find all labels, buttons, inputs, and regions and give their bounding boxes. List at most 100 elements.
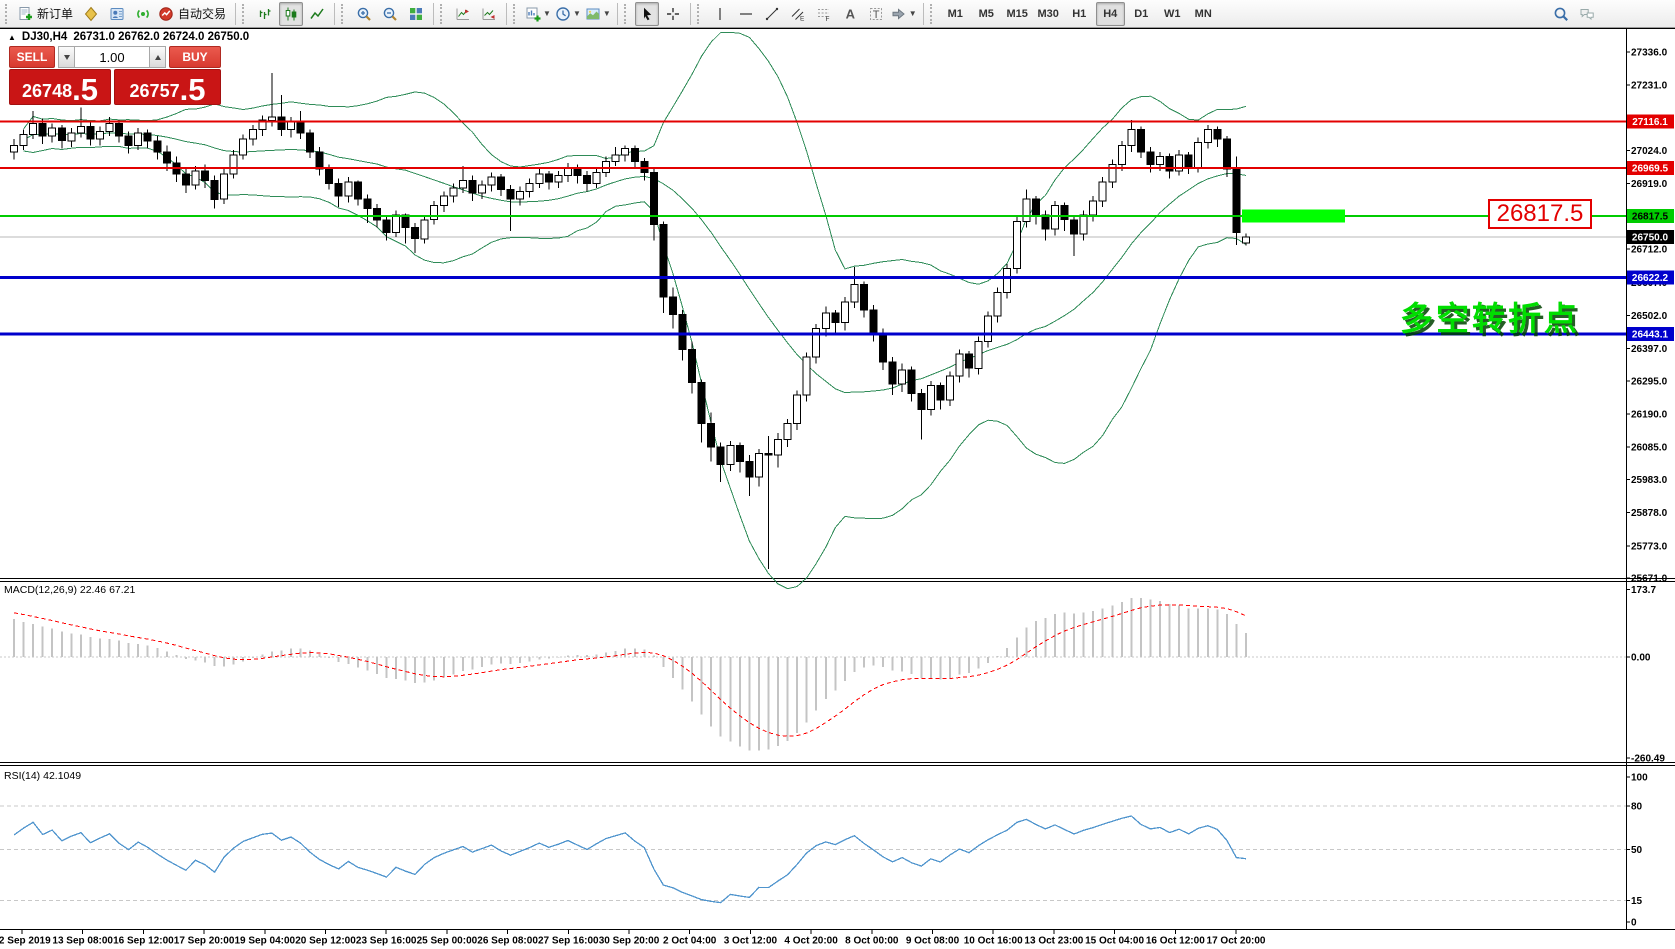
timeframe-h1-button[interactable]: H1 <box>1072 7 1087 20</box>
chevron-down-icon: ▼ <box>908 9 917 18</box>
new-chart-button[interactable]: ▼ <box>524 2 552 26</box>
line-chart-button[interactable] <box>305 2 329 26</box>
text-button[interactable]: A <box>838 2 862 26</box>
timeframe-m1-button[interactable]: M1 <box>947 7 963 20</box>
triangle-up-icon <box>154 54 161 60</box>
sell-price-frac: .5 <box>72 71 98 107</box>
svg-text:4 Oct 20:00: 4 Oct 20:00 <box>784 936 838 947</box>
sell-price-box[interactable]: 26748.5 <box>9 69 111 105</box>
buy-button[interactable]: BUY <box>169 46 221 68</box>
chevron-down-icon: ▼ <box>572 9 581 18</box>
chat-button[interactable] <box>1575 2 1599 26</box>
price-callout-label[interactable]: 26817.5 <box>1488 199 1592 229</box>
period-button[interactable]: ▼ <box>554 2 582 26</box>
shapes-button[interactable]: ▼ <box>890 2 918 26</box>
zoom-out-button[interactable] <box>378 2 402 26</box>
svg-text:F: F <box>825 16 829 22</box>
highlight-zone-rectangle[interactable] <box>1242 209 1345 223</box>
buy-price-main: 26757 <box>129 81 180 101</box>
toolbar-separator <box>922 2 924 25</box>
svg-text:26817.5: 26817.5 <box>1632 211 1669 222</box>
auto-trading-button[interactable]: 自动交易 <box>157 2 230 26</box>
chart-canvas[interactable]: 27336.027231.027024.026919.026712.026607… <box>0 28 1675 949</box>
collapse-arrow-icon[interactable]: ▲ <box>8 32 16 42</box>
svg-text:20 Sep 12:00: 20 Sep 12:00 <box>295 936 356 947</box>
svg-text:15 Oct 04:00: 15 Oct 04:00 <box>1085 936 1144 947</box>
chart-title: ▲ DJ30,H4 26731.0 26762.0 26724.0 26750.… <box>8 31 249 43</box>
channel-button[interactable]: E <box>786 2 810 26</box>
auto-trading-icon <box>159 6 173 21</box>
toolbar-separator <box>689 2 691 25</box>
svg-text:8 Oct 00:00: 8 Oct 00:00 <box>845 936 899 947</box>
timeframe-m30-button[interactable]: M30 <box>1037 7 1059 20</box>
search-button[interactable] <box>1549 2 1573 26</box>
timeframe-h4-button[interactable]: H4 <box>1095 1 1125 26</box>
toolbar-grip <box>341 3 347 24</box>
svg-text:25878.0: 25878.0 <box>1631 508 1668 519</box>
toolbar-separator <box>616 2 618 25</box>
svg-text:173.7: 173.7 <box>1631 585 1656 596</box>
toolbar-grip <box>440 3 446 24</box>
timeframe-m5-button[interactable]: M5 <box>978 7 994 20</box>
svg-text:27231.0: 27231.0 <box>1631 81 1668 92</box>
bollinger-bands <box>23 31 1247 590</box>
timeframe-d1-button[interactable]: D1 <box>1134 7 1149 20</box>
timeframe-m15-button[interactable]: M15 <box>1006 7 1028 20</box>
toolbar: 新订单 自动交易 ▼ ▼ ▼ E F A T ▼ M1 M5 M15 M30 H1 H4 D1 W1 MN <box>0 0 1675 28</box>
candlestick-button[interactable] <box>279 1 304 26</box>
bar-chart-icon <box>259 8 271 19</box>
svg-text:27024.0: 27024.0 <box>1631 146 1668 157</box>
timeframe-mn-button[interactable]: MN <box>1194 7 1212 20</box>
zoom-in-button[interactable] <box>352 2 376 26</box>
svg-text:9 Oct 08:00: 9 Oct 08:00 <box>906 936 960 947</box>
svg-text:25671.0: 25671.0 <box>1631 574 1668 585</box>
sell-button[interactable]: SELL <box>9 46 55 68</box>
vline-button[interactable] <box>708 2 732 26</box>
fibonacci-button[interactable]: F <box>812 2 836 26</box>
tile-windows-button[interactable] <box>404 2 428 26</box>
candlestick-icon <box>285 7 297 20</box>
bar-chart-button[interactable] <box>253 2 277 26</box>
svg-text:27336.0: 27336.0 <box>1631 48 1668 59</box>
label-button[interactable]: T <box>864 2 888 26</box>
trendline-icon <box>765 7 778 20</box>
volume-decrease-button[interactable] <box>58 46 75 68</box>
toolbar-separator <box>235 2 237 25</box>
chevron-down-icon: ▼ <box>543 9 551 18</box>
svg-text:3 Oct 12:00: 3 Oct 12:00 <box>724 936 778 947</box>
svg-text:17 Oct 20:00: 17 Oct 20:00 <box>1207 936 1266 947</box>
signals-button[interactable] <box>131 2 155 26</box>
buy-price-box[interactable]: 26757.5 <box>114 69 221 105</box>
navigator-button[interactable] <box>105 2 129 26</box>
svg-text:25983.0: 25983.0 <box>1631 475 1668 486</box>
buy-price-frac: .5 <box>179 71 206 107</box>
volume-increase-button[interactable] <box>149 46 166 68</box>
svg-text:26190.0: 26190.0 <box>1631 410 1668 421</box>
trendline-button[interactable] <box>760 2 784 26</box>
cursor-icon <box>643 7 651 20</box>
svg-text:26969.5: 26969.5 <box>1632 163 1669 174</box>
macd-histogram <box>13 597 1247 751</box>
timeframe-w1-button[interactable]: W1 <box>1163 7 1181 20</box>
crosshair-button[interactable] <box>661 2 685 26</box>
volume-input[interactable] <box>75 46 149 68</box>
zoom-out-icon <box>383 7 397 21</box>
auto-scroll-icon <box>482 8 496 20</box>
chart-shift-button[interactable] <box>451 2 475 26</box>
market-watch-button[interactable] <box>79 2 103 26</box>
auto-scroll-button[interactable] <box>477 2 501 26</box>
hline-button[interactable] <box>734 2 758 26</box>
svg-text:30 Sep 20:00: 30 Sep 20:00 <box>599 936 660 947</box>
new-order-button[interactable]: 新订单 <box>16 2 77 26</box>
one-click-trading-panel: SELL BUY 26748.5 26757.5 <box>9 46 221 105</box>
toolbar-grip <box>929 3 936 24</box>
template-button[interactable]: ▼ <box>584 2 612 26</box>
svg-text:26712.0: 26712.0 <box>1631 245 1668 256</box>
chat-icon <box>1580 8 1594 20</box>
toolbar-grip <box>5 3 11 24</box>
text-icon: A <box>845 6 855 21</box>
horizontal-lines[interactable] <box>0 120 1626 336</box>
cursor-button[interactable] <box>634 1 659 26</box>
symbol-period-label: DJ30,H4 <box>21 31 68 43</box>
